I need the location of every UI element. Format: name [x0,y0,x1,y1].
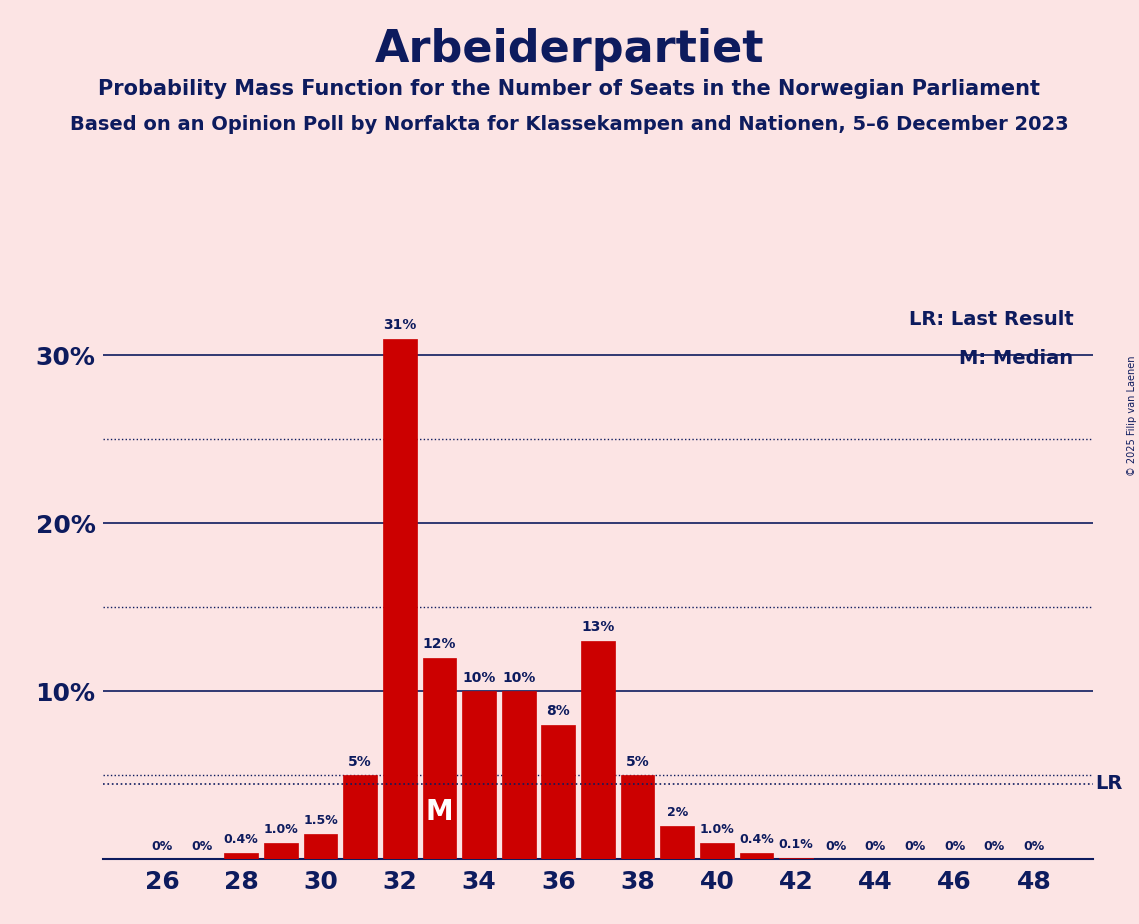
Text: LR: Last Result: LR: Last Result [909,310,1074,330]
Text: Based on an Opinion Poll by Norfakta for Klassekampen and Nationen, 5–6 December: Based on an Opinion Poll by Norfakta for… [71,116,1068,135]
Text: 0%: 0% [825,840,846,853]
Text: 10%: 10% [462,671,495,685]
Text: 0%: 0% [865,840,886,853]
Bar [304,834,337,859]
Text: © 2025 Filip van Laenen: © 2025 Filip van Laenen [1126,356,1137,476]
Text: Probability Mass Function for the Number of Seats in the Norwegian Parliament: Probability Mass Function for the Number… [98,79,1041,99]
Bar [343,775,377,859]
Text: M: M [426,797,453,826]
Bar [541,725,575,859]
Text: 0.4%: 0.4% [224,833,259,845]
Bar [423,658,457,859]
Text: LR: LR [1096,774,1123,793]
Text: 5%: 5% [625,755,649,769]
Text: 8%: 8% [547,704,571,718]
Bar [661,826,694,859]
Text: 0%: 0% [904,840,926,853]
Text: 12%: 12% [423,637,457,651]
Text: 0%: 0% [1023,840,1044,853]
Text: M: Median: M: Median [959,349,1074,369]
Bar [621,775,655,859]
Text: 1.5%: 1.5% [303,814,338,827]
Bar [383,338,417,859]
Text: 1.0%: 1.0% [263,822,298,836]
Text: 0%: 0% [984,840,1005,853]
Text: Arbeiderpartiet: Arbeiderpartiet [375,28,764,71]
Text: 0%: 0% [151,840,173,853]
Bar [264,843,297,859]
Text: 0.4%: 0.4% [739,833,773,845]
Text: 10%: 10% [502,671,535,685]
Bar [581,641,615,859]
Bar [739,853,773,859]
Bar [502,691,535,859]
Bar [224,853,259,859]
Bar [700,843,734,859]
Text: 1.0%: 1.0% [699,822,735,836]
Text: 2%: 2% [666,806,688,819]
Text: 0%: 0% [944,840,966,853]
Bar [462,691,495,859]
Bar [779,857,813,859]
Text: 31%: 31% [383,318,417,332]
Text: 0%: 0% [191,840,212,853]
Text: 5%: 5% [349,755,372,769]
Text: 0.1%: 0.1% [779,838,813,851]
Text: 13%: 13% [581,620,615,634]
